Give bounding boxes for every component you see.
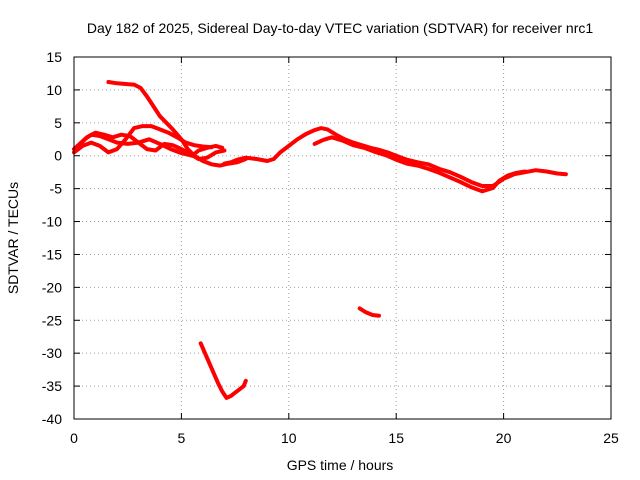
- y-tick-label: -15: [42, 246, 62, 262]
- series-line-track-8: [357, 306, 381, 318]
- y-tick-label: 15: [46, 49, 62, 65]
- x-tick-label: 10: [281, 430, 297, 446]
- plot-frame: [73, 56, 612, 420]
- x-tick-label: 20: [496, 430, 512, 446]
- grid: [74, 57, 611, 419]
- y-tick-label: 0: [54, 148, 62, 164]
- series-line-track-7: [198, 341, 248, 400]
- y-tick-label: 10: [46, 82, 62, 98]
- series-line-track-5: [222, 126, 568, 188]
- series-line-track-3: [72, 124, 214, 155]
- y-tick-label: -20: [42, 279, 62, 295]
- y-axis-label: SDTVAR / TECUs: [5, 182, 21, 294]
- series-group: [72, 80, 568, 400]
- chart-title: Day 182 of 2025, Sidereal Day-to-day VTE…: [87, 20, 593, 36]
- y-tick-label: -30: [42, 345, 62, 361]
- x-tick-label: 5: [178, 430, 186, 446]
- x-tick-label: 15: [388, 430, 404, 446]
- x-axis-label: GPS time / hours: [287, 457, 394, 473]
- y-tick-label: -25: [42, 312, 62, 328]
- x-tick-label: 0: [70, 430, 78, 446]
- y-tick-label: -5: [50, 181, 63, 197]
- x-tick-label: 25: [603, 430, 619, 446]
- y-tick-label: -40: [42, 411, 62, 427]
- y-tick-label: -35: [42, 378, 62, 394]
- y-tick-label: -10: [42, 214, 62, 230]
- series-line-track-4: [106, 80, 248, 168]
- series-line-track-1: [72, 132, 225, 158]
- series-line-track-6: [312, 135, 528, 194]
- tick-labels: 0 5 10 15 20 25 15 10 5 0 -5 -10 -15 -20 -25 -30 -35 -40: [42, 49, 619, 446]
- y-tick-label: 5: [54, 115, 62, 131]
